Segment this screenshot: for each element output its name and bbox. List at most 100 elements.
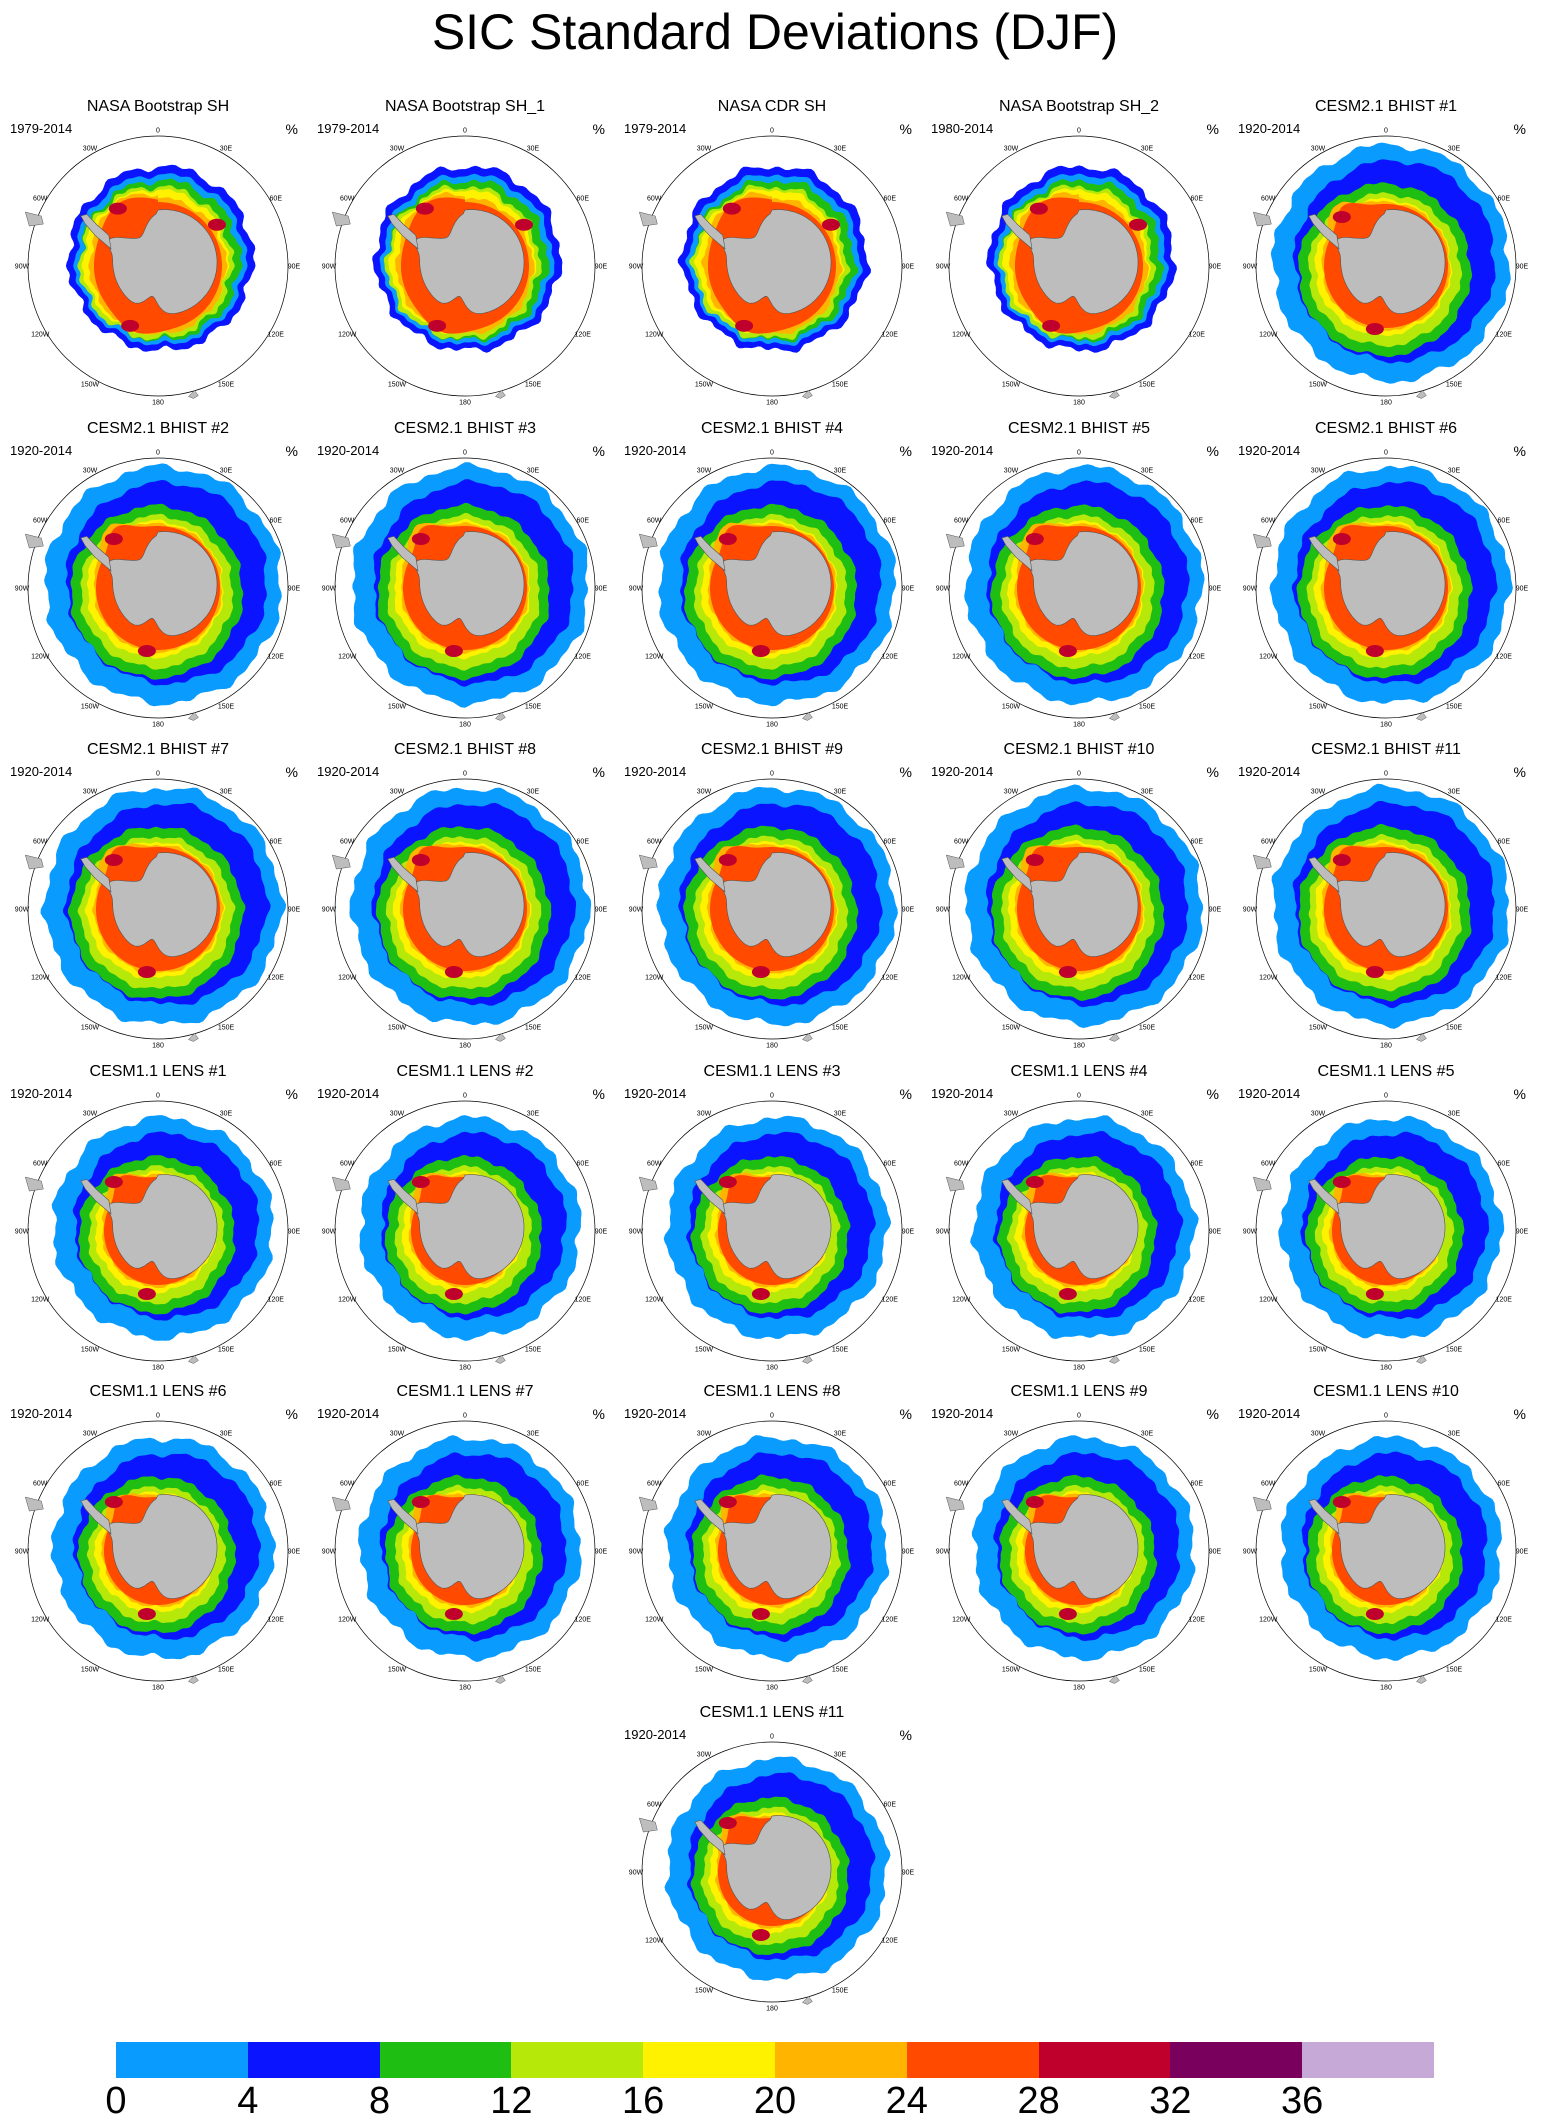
panel-title: CESM2.1 BHIST #10 [1003, 741, 1155, 758]
longitude-label: 150W [1309, 381, 1328, 388]
antarctica-land [414, 531, 525, 636]
longitude-label: 60W [954, 1161, 969, 1168]
panel-unit: % [1206, 1406, 1219, 1422]
south-america-tip [638, 533, 658, 549]
new-zealand-island [1415, 390, 1427, 399]
longitude-label: 90E [595, 1229, 608, 1236]
sic-maximum-1 [751, 1929, 770, 1942]
longitude-label: 180 [459, 1365, 471, 1372]
sic-maximum-0 [1025, 853, 1044, 866]
new-zealand-island [801, 1033, 813, 1042]
longitude-label: 120E [575, 1297, 592, 1304]
longitude-label: 120W [31, 1297, 50, 1304]
antarctica-land [414, 1494, 525, 1599]
panel-period: 1980-2014 [931, 121, 994, 136]
longitude-label: 0 [1077, 128, 1081, 135]
antarctic-peninsula [694, 535, 726, 572]
longitude-label: 30W [1311, 789, 1326, 796]
polar-stereographic-map: 0 30E 60E 90E 120E 150E 180 150W 120W 90W 60W 30W [322, 771, 608, 1050]
longitude-label: 30E [834, 789, 847, 796]
longitude-label: 150W [695, 1346, 714, 1353]
colorbar-segment [906, 2042, 1039, 2078]
new-zealand-island [1415, 1675, 1427, 1684]
longitude-label: 90E [288, 1549, 301, 1556]
panel-unit: % [899, 1406, 912, 1422]
longitude-label: 150W [81, 381, 100, 388]
panel-unit: % [285, 1406, 298, 1422]
panel-period: 1920-2014 [10, 1086, 73, 1101]
longitude-label: 90E [595, 907, 608, 914]
longitude-label: 120W [952, 1617, 971, 1624]
longitude-label: 60W [1261, 839, 1276, 846]
longitude-label: 30W [1311, 1111, 1326, 1118]
polar-stereographic-map: 0 30E 60E 90E 120E 150E 180 150W 120W 90W 60W 30W [629, 1734, 915, 2013]
longitude-label: 30W [1004, 468, 1019, 475]
longitude-label: 30E [220, 1111, 233, 1118]
south-america-tip [331, 1176, 351, 1192]
longitude-label: 60W [340, 839, 355, 846]
polar-stereographic-map: 0 30E 60E 90E 120E 150E 180 150W 120W 90W 60W 30W [322, 450, 608, 729]
new-zealand-island [494, 1675, 506, 1684]
longitude-label: 150W [388, 1666, 407, 1673]
sic-maximum-2 [1128, 218, 1147, 231]
longitude-label: 0 [1384, 1093, 1388, 1100]
panel-title: NASA CDR SH [717, 98, 827, 115]
sic-maximum-1 [751, 966, 770, 979]
panel-title: CESM1.1 LENS #1 [89, 1063, 227, 1080]
longitude-label: 60E [1191, 518, 1204, 525]
longitude-label: 30E [527, 468, 540, 475]
sic-maximum-1 [735, 319, 754, 332]
longitude-label: 90W [15, 264, 30, 271]
antarctica-land [1028, 852, 1139, 957]
longitude-label: 120E [575, 332, 592, 339]
longitude-label: 60W [954, 196, 969, 203]
longitude-label: 90W [15, 586, 30, 593]
longitude-label: 30W [1311, 1431, 1326, 1438]
longitude-label: 60E [270, 1481, 283, 1488]
longitude-label: 0 [770, 1734, 774, 1741]
new-zealand-island [1108, 1033, 1120, 1042]
longitude-label: 60E [577, 839, 590, 846]
south-america-tip [945, 533, 965, 549]
map-panel: NASA Bootstrap SH_1 1979-2014% 0 30E 60E 90E 1… [315, 98, 615, 408]
polar-stereographic-map: 0 30E 60E 90E 120E 150E 180 150W 120W 90W 60W 30W [322, 1093, 608, 1372]
sic-maximum-1 [1058, 1288, 1077, 1301]
sic-maximum-1 [444, 1608, 463, 1621]
longitude-label: 150W [388, 1346, 407, 1353]
longitude-label: 30W [83, 1431, 98, 1438]
antarctic-peninsula [387, 213, 419, 250]
longitude-label: 120E [1189, 975, 1206, 982]
longitude-label: 120E [1189, 1617, 1206, 1624]
longitude-label: 90W [322, 1229, 337, 1236]
longitude-label: 150W [1002, 381, 1021, 388]
map-panel: CESM1.1 LENS #7 1920-2014% 0 30E 60E 90E 120E 1… [315, 1383, 615, 1693]
longitude-label: 120E [882, 1297, 899, 1304]
panel-period: 1920-2014 [624, 1406, 687, 1421]
map-panel: CESM2.1 BHIST #8 1920-2014% 0 30E 60E 90E 120E… [315, 741, 615, 1051]
colorbar-segment [1170, 2042, 1303, 2078]
longitude-label: 120W [645, 332, 664, 339]
longitude-label: 30E [834, 468, 847, 475]
longitude-label: 60E [577, 518, 590, 525]
longitude-label: 120W [645, 1297, 664, 1304]
longitude-label: 60E [1191, 196, 1204, 203]
sic-maximum-0 [411, 532, 430, 545]
antarctic-peninsula [1308, 1498, 1340, 1535]
longitude-label: 90W [15, 907, 30, 914]
longitude-label: 30W [697, 468, 712, 475]
longitude-label: 150W [695, 1987, 714, 1994]
longitude-label: 150E [832, 381, 849, 388]
polar-stereographic-map: 0 30E 60E 90E 120E 150E 180 150W 120W 90W 60W 30W [629, 1093, 915, 1372]
sic-maximum-2 [514, 218, 533, 231]
longitude-label: 90W [322, 907, 337, 914]
longitude-label: 90W [936, 586, 951, 593]
map-panel: CESM1.1 LENS #8 1920-2014% 0 30E 60E 90E 120E 1… [622, 1383, 922, 1693]
panel-title: CESM2.1 BHIST #9 [701, 741, 843, 758]
map-panel: CESM1.1 LENS #3 1920-2014% 0 30E 60E 90E 120E 1… [622, 1063, 922, 1373]
sic-maximum-1 [444, 966, 463, 979]
antarctica-land [107, 1494, 218, 1599]
longitude-label: 0 [1384, 450, 1388, 457]
longitude-label: 150E [832, 1346, 849, 1353]
longitude-label: 90E [1516, 907, 1529, 914]
longitude-label: 120E [1496, 332, 1513, 339]
